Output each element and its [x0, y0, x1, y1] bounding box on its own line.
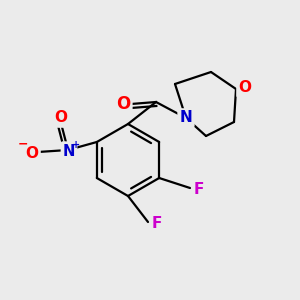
- Text: +: +: [72, 140, 80, 150]
- Text: O: O: [26, 146, 38, 160]
- Text: O: O: [55, 110, 68, 125]
- Text: N: N: [180, 110, 192, 125]
- Text: O: O: [238, 80, 251, 95]
- Text: N: N: [63, 143, 75, 158]
- Text: F: F: [152, 217, 162, 232]
- Text: −: −: [18, 137, 28, 151]
- Text: O: O: [116, 95, 130, 113]
- Text: F: F: [194, 182, 204, 196]
